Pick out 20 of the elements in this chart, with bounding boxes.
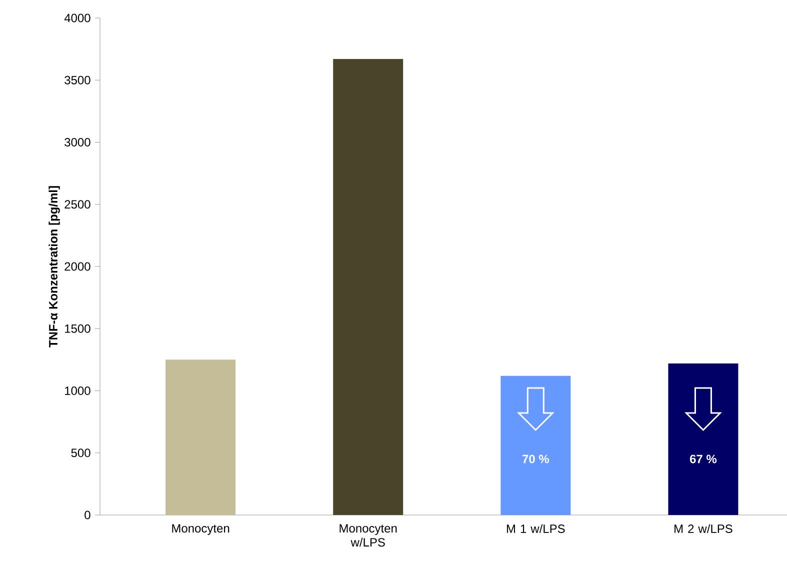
bar <box>333 59 404 515</box>
y-tick-label: 0 <box>84 510 90 520</box>
y-tick-label: 3500 <box>64 76 90 84</box>
y-tick-label: 1000 <box>65 386 90 395</box>
y-tick-label: 2000 <box>64 262 90 271</box>
x-tick-label: M 2 w/LPS <box>674 524 732 534</box>
bar <box>668 363 738 515</box>
bar <box>166 360 236 515</box>
y-tick-label: 4000 <box>64 14 90 22</box>
x-tick-label: Monocyten w/LPS <box>340 524 397 547</box>
annotation: 67 % <box>690 454 717 464</box>
y-tick-label: 3000 <box>64 138 90 146</box>
x-tick-label: M 1 w/LPS <box>506 524 565 534</box>
bar <box>500 376 571 515</box>
annotation: 70 % <box>522 454 550 464</box>
y-tick-label: 1500 <box>65 324 90 333</box>
x-tick-label: Monocyten <box>172 524 230 535</box>
y-axis-title: TNF-α Konzentration [pg/ml] <box>48 186 60 348</box>
y-tick-label: 2500 <box>64 200 90 209</box>
y-tick-label: 500 <box>71 448 90 458</box>
